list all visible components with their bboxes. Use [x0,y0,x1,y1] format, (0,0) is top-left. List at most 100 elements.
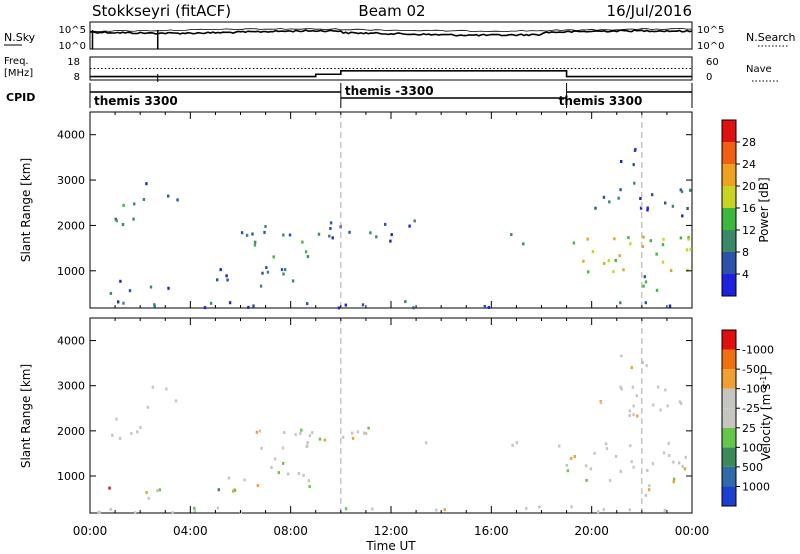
echo-cell [661,260,665,264]
noise-frame [89,21,693,50]
echo-cell [97,511,100,515]
echo-cell [408,224,411,228]
x-tick-labels: 00:00 04:00 08:00 12:00 16:00 20:00 00:00 [73,524,710,538]
echo-cell [369,231,372,235]
echo-cell [282,233,285,237]
echo-cell [344,507,348,511]
echo-cell [302,473,305,477]
echo-cell [618,254,621,258]
echo-cell [689,188,692,192]
y-tick-label: 2000 [57,425,85,438]
echo-cell [636,414,639,418]
echo-cell [300,428,303,432]
echo-cell [672,480,675,484]
colorbar-label: 24 [742,158,756,171]
freq-left-tick-bottom: 8 [74,72,80,83]
echo-cell [620,354,623,358]
colorbar-label: 4 [742,268,749,281]
echo-cell [227,476,231,480]
echo-cell [108,486,111,490]
x-tick-label: 04:00 [173,524,208,538]
frequency-line [90,70,692,78]
echo-cell [304,250,308,254]
echo-cell [664,201,667,205]
echo-cell [648,484,651,488]
echo-cell [384,222,387,226]
echo-cell [587,270,590,274]
echo-cell [282,461,285,465]
echo-cell [375,235,378,239]
echo-cell [145,491,148,494]
echo-cell [664,388,667,392]
nave-right-tick-top: 60 [706,57,719,68]
colorbar-swatch [722,186,736,208]
y-tick-label: 4000 [57,335,85,348]
colorbar-frame [721,329,737,507]
colorbar-label: 20 [742,180,756,193]
echo-cell [683,467,687,471]
y-tick-label: 3000 [57,380,85,393]
echo-cell [666,404,669,408]
echo-cell [121,223,125,226]
cpid-strip: CPID themis 3300 themis -3300 themis 3300 [6,83,693,108]
echo-cell [643,275,646,279]
echo-cell [679,236,683,240]
freq-left-tick-top: 18 [67,57,80,68]
echo-cell [390,233,393,237]
velocity-colorbar-title: Velocity [m s-1] [759,371,774,461]
echo-cell [299,432,302,435]
echo-cell [620,387,623,391]
echo-cell [263,230,266,234]
echo-cell [570,505,573,509]
echo-cell [329,227,332,230]
x-tick-label: 16:00 [474,524,509,538]
echo-cell [115,417,118,421]
echo-cell [128,289,132,293]
nave-label: Nave [746,64,772,75]
echo-cell [619,301,622,305]
velocity-panel: 1000 2000 3000 4000 [57,317,693,515]
power-colorbar: 4 8 12 16 20 24 28 [721,119,756,297]
echo-cell [566,469,570,473]
cpid-segment-label: themis 3300 [94,94,178,108]
echo-cell [253,243,257,247]
echo-cell [258,429,262,433]
echo-cell [602,195,606,199]
velocity-title-end: ] [759,371,773,376]
echo-cell [629,444,632,448]
echo-cell [632,465,635,469]
colorbar-label: -1000 [742,344,774,357]
colorbar-label: 16 [742,202,756,215]
echo-cell [687,236,690,240]
colorbar-label: 8 [742,246,749,259]
echo-cell [307,479,310,483]
echo-cell [642,284,645,288]
echo-cell [680,190,684,194]
echo-cell [641,360,644,364]
echo-cell [209,301,213,305]
echo-cell [193,506,196,510]
echo-cell [118,436,122,440]
echo-cell [153,303,156,307]
velocity-frame [89,317,693,514]
echo-cell [306,302,309,306]
echo-cell [525,506,528,510]
colorbar-swatch [722,208,736,230]
noise-sky-label: N.Sky [4,31,36,44]
echo-cell [294,432,297,436]
echo-cell [662,237,665,241]
echo-cell [607,259,610,263]
echo-cell [193,509,196,513]
echo-cell [341,435,345,439]
echo-cell [306,255,310,259]
echo-cell [617,196,620,200]
echo-cell [136,430,139,434]
colorbar-swatch [722,369,736,389]
echo-cell [156,489,159,493]
echo-cell [119,279,122,283]
echo-cell [635,394,638,398]
echo-cell [628,414,631,417]
echo-cell [233,488,237,492]
noise-search-label: N.Search [746,31,796,44]
echo-cell [649,239,652,243]
